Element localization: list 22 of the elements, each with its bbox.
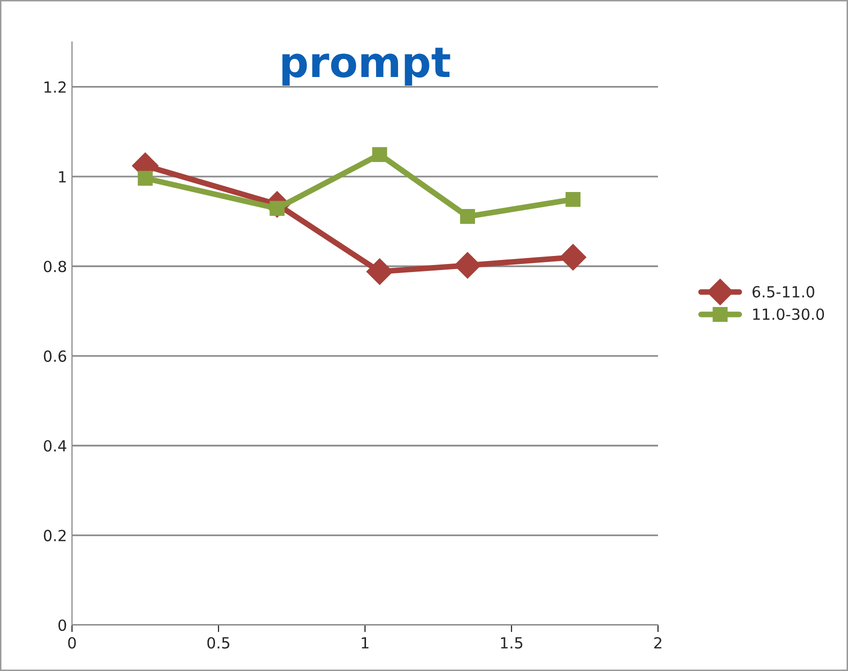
point [366,258,393,285]
point [372,147,388,162]
point [566,192,580,207]
y-tick-label: 0 [58,619,66,632]
x-tick-label: 2 [654,637,662,648]
legend-label: 11.0-30.0 [753,308,824,320]
y-tick-label: 0.2 [44,530,66,542]
chart-title: prompt [282,48,450,86]
point [460,208,476,224]
y-tick-label: 0.8 [44,260,66,272]
legend-label: 6.5-11.0 [752,286,814,298]
x-tick-label: 1.5 [501,637,522,649]
x-tick-label: 1 [362,637,368,648]
point [560,244,586,271]
y-tick-label: 1 [59,171,66,182]
y-tick-label: 1.2 [44,81,66,93]
y-tick-label: 0.6 [44,350,66,362]
x-tick-label: 0 [68,637,76,649]
y-tick-label: 0.4 [44,440,66,452]
point [454,252,481,279]
point [138,170,153,186]
x-tick-label: 0.5 [207,637,230,649]
